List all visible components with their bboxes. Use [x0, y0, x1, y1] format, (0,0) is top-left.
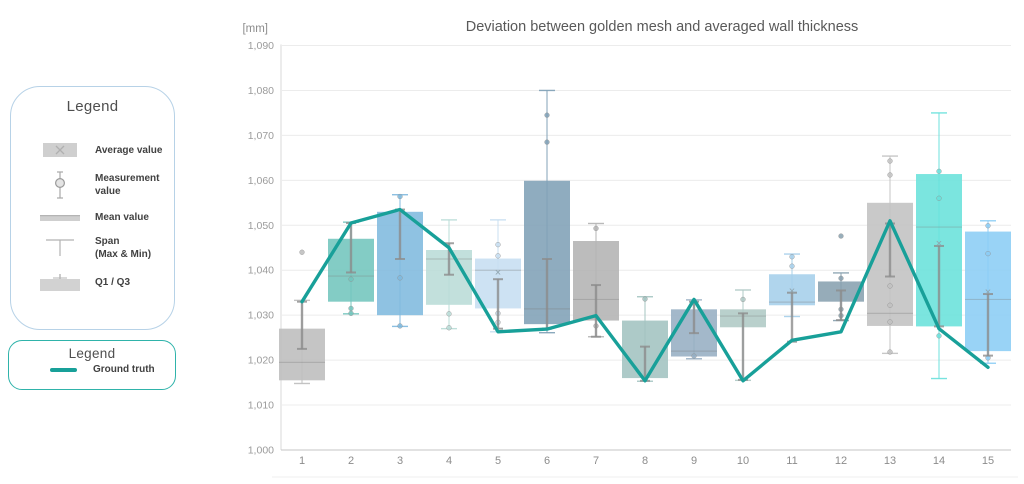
average-x-marker: ×: [495, 267, 501, 279]
measurement-dot: [936, 333, 942, 339]
legend-item-label: Mean value: [95, 212, 149, 223]
y-tick-label: 1,020: [248, 355, 274, 367]
mean-value-icon: [40, 214, 80, 221]
measurement-dot: [642, 296, 648, 302]
measurement-dot: [789, 263, 795, 269]
measurement-dot: [936, 195, 942, 201]
average-x-marker: ×: [985, 286, 991, 298]
x-tick-label: 2: [348, 455, 354, 467]
x-tick-label: 15: [982, 455, 994, 467]
measurement-dot: [544, 139, 550, 145]
legend-markers-items: Average value Measurement value Mean val…: [11, 141, 174, 292]
measurement-dot: [887, 319, 893, 325]
measurement-dot: [887, 302, 893, 308]
x-tick-label: 8: [642, 455, 648, 467]
legend-item-label: Q1 / Q3: [95, 276, 131, 288]
legend-title: Legend: [66, 98, 119, 115]
x-tick-label: 3: [397, 455, 403, 467]
ground-truth-line: [300, 207, 990, 383]
legend-icon-wrap: [37, 237, 83, 259]
legend-icon-wrap: [37, 272, 83, 292]
legend-item-label: Span (Max & Min): [95, 236, 152, 260]
average-x-marker: ×: [789, 285, 795, 297]
measurement-dot: [985, 223, 991, 229]
measurement-dot: [838, 275, 844, 281]
y-tick-label: 1,050: [248, 220, 274, 232]
measurement-dot: [446, 325, 452, 331]
legend-item: Span (Max & Min): [37, 235, 174, 261]
measurement-dot: [397, 275, 403, 281]
measurement-dot: [446, 311, 452, 317]
measurement-dot: [789, 254, 795, 260]
x-tick-label: 11: [786, 455, 797, 467]
measurement-dot: [887, 349, 893, 355]
legend-item-label: Average value: [95, 144, 163, 156]
y-tick-label: 1,090: [248, 40, 274, 52]
measurement-dot: [887, 172, 893, 178]
measurement-dot: [691, 353, 697, 359]
y-tick-label: 1,030: [248, 310, 274, 322]
legend-icon-wrap: [37, 213, 83, 223]
measurement-dot: [985, 250, 991, 257]
measurement-dot: [348, 305, 354, 312]
legend-icon-wrap: [37, 141, 83, 159]
measurement-dot: [495, 241, 501, 248]
y-tick-label: 1,060: [248, 175, 274, 187]
y-tick-label: 1,080: [248, 85, 274, 97]
x-tick-label: 9: [691, 455, 697, 467]
measurement-dot: [397, 323, 403, 329]
span-icon: [46, 239, 74, 256]
q1-q3-icon: [40, 274, 80, 291]
measurement-dot: [495, 253, 501, 259]
legend-card-ground-truth: Legend Ground truth: [8, 340, 176, 390]
legend-icon-wrap: [37, 170, 83, 200]
average-x-marker: ×: [936, 238, 942, 250]
measurement-dot: [887, 158, 893, 164]
x-tick-label: 6: [544, 455, 550, 467]
measurement-dot: [544, 112, 550, 118]
x-tick-label: 1: [299, 455, 305, 467]
measurement-dot: [397, 193, 403, 200]
legend-icon-wrap: [47, 366, 81, 374]
measurement-dot: [348, 310, 354, 317]
legend-item: Average value: [37, 141, 174, 159]
y-tick-label: 1,010: [248, 400, 274, 412]
legend-item: Ground truth: [47, 363, 175, 376]
legend-item: Q1 / Q3: [37, 272, 174, 292]
x-tick-label: 4: [446, 455, 452, 467]
legend-item-label: Measurement value: [95, 173, 160, 197]
legend-item: Mean value: [37, 211, 174, 224]
chart-title: Deviation between golden mesh and averag…: [466, 19, 859, 35]
measurement-dot: [740, 296, 746, 303]
y-tick-label: 1,070: [248, 130, 274, 142]
average-value-icon: [43, 143, 77, 157]
ground-truth-line-icon: [50, 367, 77, 372]
x-tick-label: 10: [737, 455, 749, 467]
measurement-dot: [887, 283, 893, 289]
measurement-dot: [348, 276, 354, 282]
measurement-dot: [299, 249, 305, 255]
x-tick-label: 14: [933, 455, 945, 467]
measurement-dot: [936, 168, 942, 174]
measurement-value-icon: [54, 171, 66, 199]
measurement-dot: [593, 225, 599, 232]
x-tick-label: 12: [835, 455, 847, 467]
legend-title: Legend: [68, 346, 116, 361]
legend-item: Measurement value: [37, 170, 174, 200]
x-tick-label: 7: [593, 455, 599, 467]
y-tick-label: 1,000: [248, 445, 274, 457]
y-axis-unit-label: [mm]: [242, 23, 268, 35]
measurement-dot: [838, 233, 844, 239]
legend-card-markers: Legend Average value Measurement value M…: [10, 86, 175, 330]
x-tick-label: 13: [884, 455, 896, 467]
x-tick-label: 5: [495, 455, 501, 467]
legend-item-label: Ground truth: [93, 364, 155, 375]
y-tick-label: 1,040: [248, 265, 274, 277]
legend-ground-truth-items: Ground truth: [9, 363, 175, 376]
